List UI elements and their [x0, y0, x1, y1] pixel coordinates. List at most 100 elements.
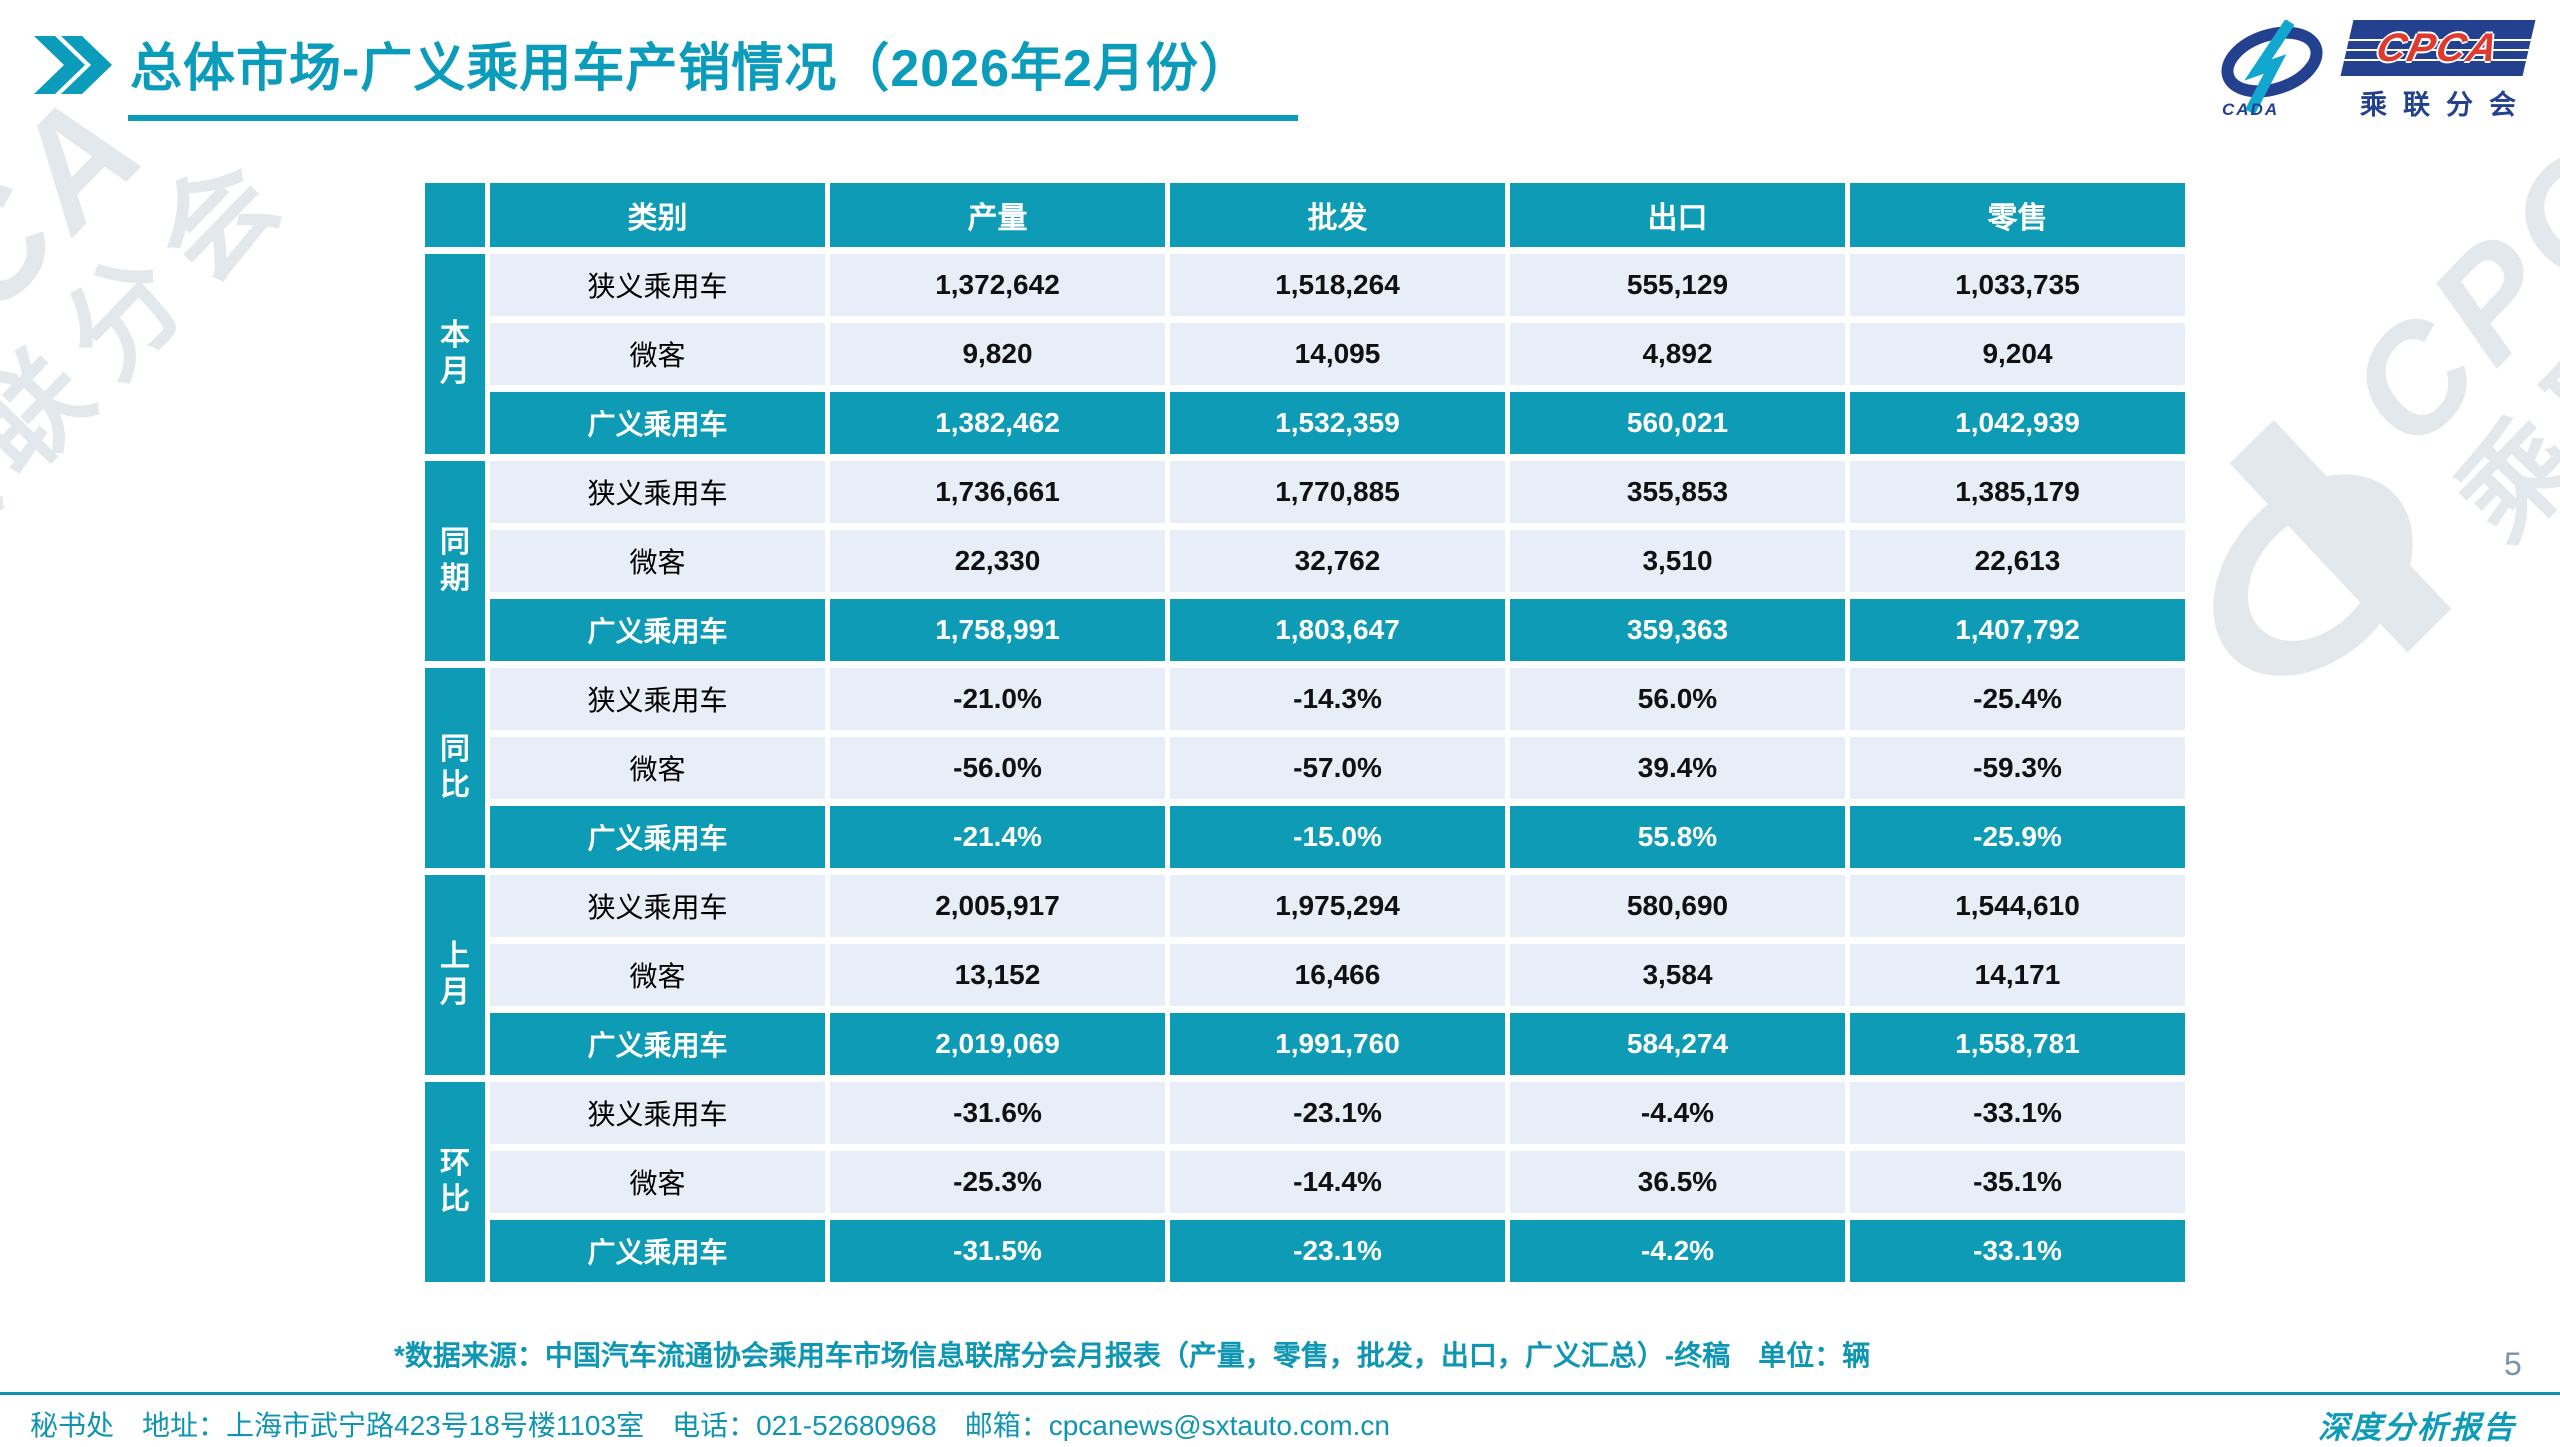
table-row-total: 广义乘用车 -31.5% -23.1% -4.2% -33.1%: [425, 1220, 2185, 1282]
value-cell: 9,820: [830, 323, 1165, 385]
value-cell: -14.4%: [1170, 1151, 1505, 1213]
corner-cell: [425, 183, 485, 247]
category-cell: 狭义乘用车: [490, 254, 825, 316]
category-cell: 广义乘用车: [490, 599, 825, 661]
value-cell: 56.0%: [1510, 668, 1845, 730]
production-sales-table: 类别 产量 批发 出口 零售 本月 狭义乘用车 1,372,642 1,518,…: [420, 176, 2190, 1289]
value-cell: 9,204: [1850, 323, 2185, 385]
col-header-wholesale: 批发: [1170, 183, 1505, 247]
value-cell: 1,544,610: [1850, 875, 2185, 937]
value-cell: -23.1%: [1170, 1220, 1505, 1282]
value-cell: 3,584: [1510, 944, 1845, 1006]
category-cell: 广义乘用车: [490, 1220, 825, 1282]
value-cell: 1,407,792: [1850, 599, 2185, 661]
table-row-total: 广义乘用车 2,019,069 1,991,760 584,274 1,558,…: [425, 1013, 2185, 1075]
value-cell: -4.4%: [1510, 1082, 1845, 1144]
value-cell: 14,171: [1850, 944, 2185, 1006]
value-cell: 1,770,885: [1170, 461, 1505, 523]
value-cell: 14,095: [1170, 323, 1505, 385]
cpca-wordmark: CPCA: [2340, 20, 2536, 76]
value-cell: -31.6%: [830, 1082, 1165, 1144]
page-number: 5: [2504, 1346, 2522, 1382]
value-cell: 22,330: [830, 530, 1165, 592]
value-cell: -57.0%: [1170, 737, 1505, 799]
value-cell: 560,021: [1510, 392, 1845, 454]
value-cell: -25.3%: [830, 1151, 1165, 1213]
value-cell: 3,510: [1510, 530, 1845, 592]
value-cell: 584,274: [1510, 1013, 1845, 1075]
value-cell: -21.4%: [830, 806, 1165, 868]
category-cell: 微客: [490, 1151, 825, 1213]
value-cell: -23.1%: [1170, 1082, 1505, 1144]
value-cell: 32,762: [1170, 530, 1505, 592]
value-cell: -33.1%: [1850, 1220, 2185, 1282]
value-cell: 2,019,069: [830, 1013, 1165, 1075]
col-header-category: 类别: [490, 183, 825, 247]
value-cell: -56.0%: [830, 737, 1165, 799]
value-cell: 4,892: [1510, 323, 1845, 385]
value-cell: -25.9%: [1850, 806, 2185, 868]
footer-divider: [0, 1392, 2560, 1395]
cpca-subtitle: 乘联分会: [2360, 90, 2532, 120]
row-group-label: 同期: [425, 461, 485, 661]
value-cell: 1,558,781: [1850, 1013, 2185, 1075]
category-cell: 狭义乘用车: [490, 875, 825, 937]
value-cell: -35.1%: [1850, 1151, 2185, 1213]
value-cell: 1,803,647: [1170, 599, 1505, 661]
table-row: 本月 狭义乘用车 1,372,642 1,518,264 555,129 1,0…: [425, 254, 2185, 454]
value-cell: 359,363: [1510, 599, 1845, 661]
value-cell: 2,005,917: [830, 875, 1165, 937]
category-cell: 狭义乘用车: [490, 461, 825, 523]
value-cell: 1,382,462: [830, 392, 1165, 454]
double-chevron-icon: [34, 36, 112, 94]
row-group-label: 上月: [425, 875, 485, 1075]
table-row-total: 广义乘用车 1,382,462 1,532,359 560,021 1,042,…: [425, 392, 2185, 454]
value-cell: 22,613: [1850, 530, 2185, 592]
value-cell: -31.5%: [830, 1220, 1165, 1282]
value-cell: 1,518,264: [1170, 254, 1505, 316]
value-cell: -14.3%: [1170, 668, 1505, 730]
table-row: 微客 13,152 16,466 3,584 14,171: [425, 944, 2185, 1006]
data-source-footnote: *数据来源：中国汽车流通协会乘用车市场信息联席分会月报表（产量，零售，批发，出口…: [394, 1340, 1871, 1371]
table-row: 上月 狭义乘用车 2,005,917 1,975,294 580,690 1,5…: [425, 875, 2185, 1075]
value-cell: 1,975,294: [1170, 875, 1505, 937]
cpca-logo: CADA CPCA 乘联分会: [2218, 18, 2536, 122]
value-cell: 1,372,642: [830, 254, 1165, 316]
table-row: 同比 狭义乘用车 -21.0% -14.3% 56.0% -25.4%: [425, 668, 2185, 868]
value-cell: 16,466: [1170, 944, 1505, 1006]
category-cell: 微客: [490, 530, 825, 592]
value-cell: 1,033,735: [1850, 254, 2185, 316]
category-cell: 微客: [490, 944, 825, 1006]
table-row: 微客 9,820 14,095 4,892 9,204: [425, 323, 2185, 385]
value-cell: 13,152: [830, 944, 1165, 1006]
value-cell: 555,129: [1510, 254, 1845, 316]
watermark-left: CPCA 乘联分会: [0, 12, 317, 784]
cada-wordmark: CADA: [2222, 100, 2280, 119]
cada-ring-icon: [2174, 449, 2452, 701]
row-group-label: 环比: [425, 1082, 485, 1282]
category-cell: 广义乘用车: [490, 806, 825, 868]
value-cell: 1,385,179: [1850, 461, 2185, 523]
value-cell: 1,758,991: [830, 599, 1165, 661]
table-row: 微客 22,330 32,762 3,510 22,613: [425, 530, 2185, 592]
cada-logo-icon: CADA: [2218, 18, 2332, 120]
category-cell: 微客: [490, 323, 825, 385]
category-cell: 狭义乘用车: [490, 1082, 825, 1144]
table-row: 微客 -56.0% -57.0% 39.4% -59.3%: [425, 737, 2185, 799]
col-header-export: 出口: [1510, 183, 1845, 247]
table-row: 微客 -25.3% -14.4% 36.5% -35.1%: [425, 1151, 2185, 1213]
value-cell: -25.4%: [1850, 668, 2185, 730]
value-cell: 55.8%: [1510, 806, 1845, 868]
footer-contact: 秘书处 地址：上海市武宁路423号18号楼1103室 电话：021-526809…: [30, 1410, 1390, 1441]
value-cell: -59.3%: [1850, 737, 2185, 799]
value-cell: -15.0%: [1170, 806, 1505, 868]
category-cell: 狭义乘用车: [490, 668, 825, 730]
value-cell: 1,532,359: [1170, 392, 1505, 454]
header-row: 类别 产量 批发 出口 零售: [425, 183, 2185, 247]
row-group-label: 同比: [425, 668, 485, 868]
value-cell: 580,690: [1510, 875, 1845, 937]
table-row: 同期 狭义乘用车 1,736,661 1,770,885 355,853 1,3…: [425, 461, 2185, 661]
value-cell: -4.2%: [1510, 1220, 1845, 1282]
value-cell: -33.1%: [1850, 1082, 2185, 1144]
